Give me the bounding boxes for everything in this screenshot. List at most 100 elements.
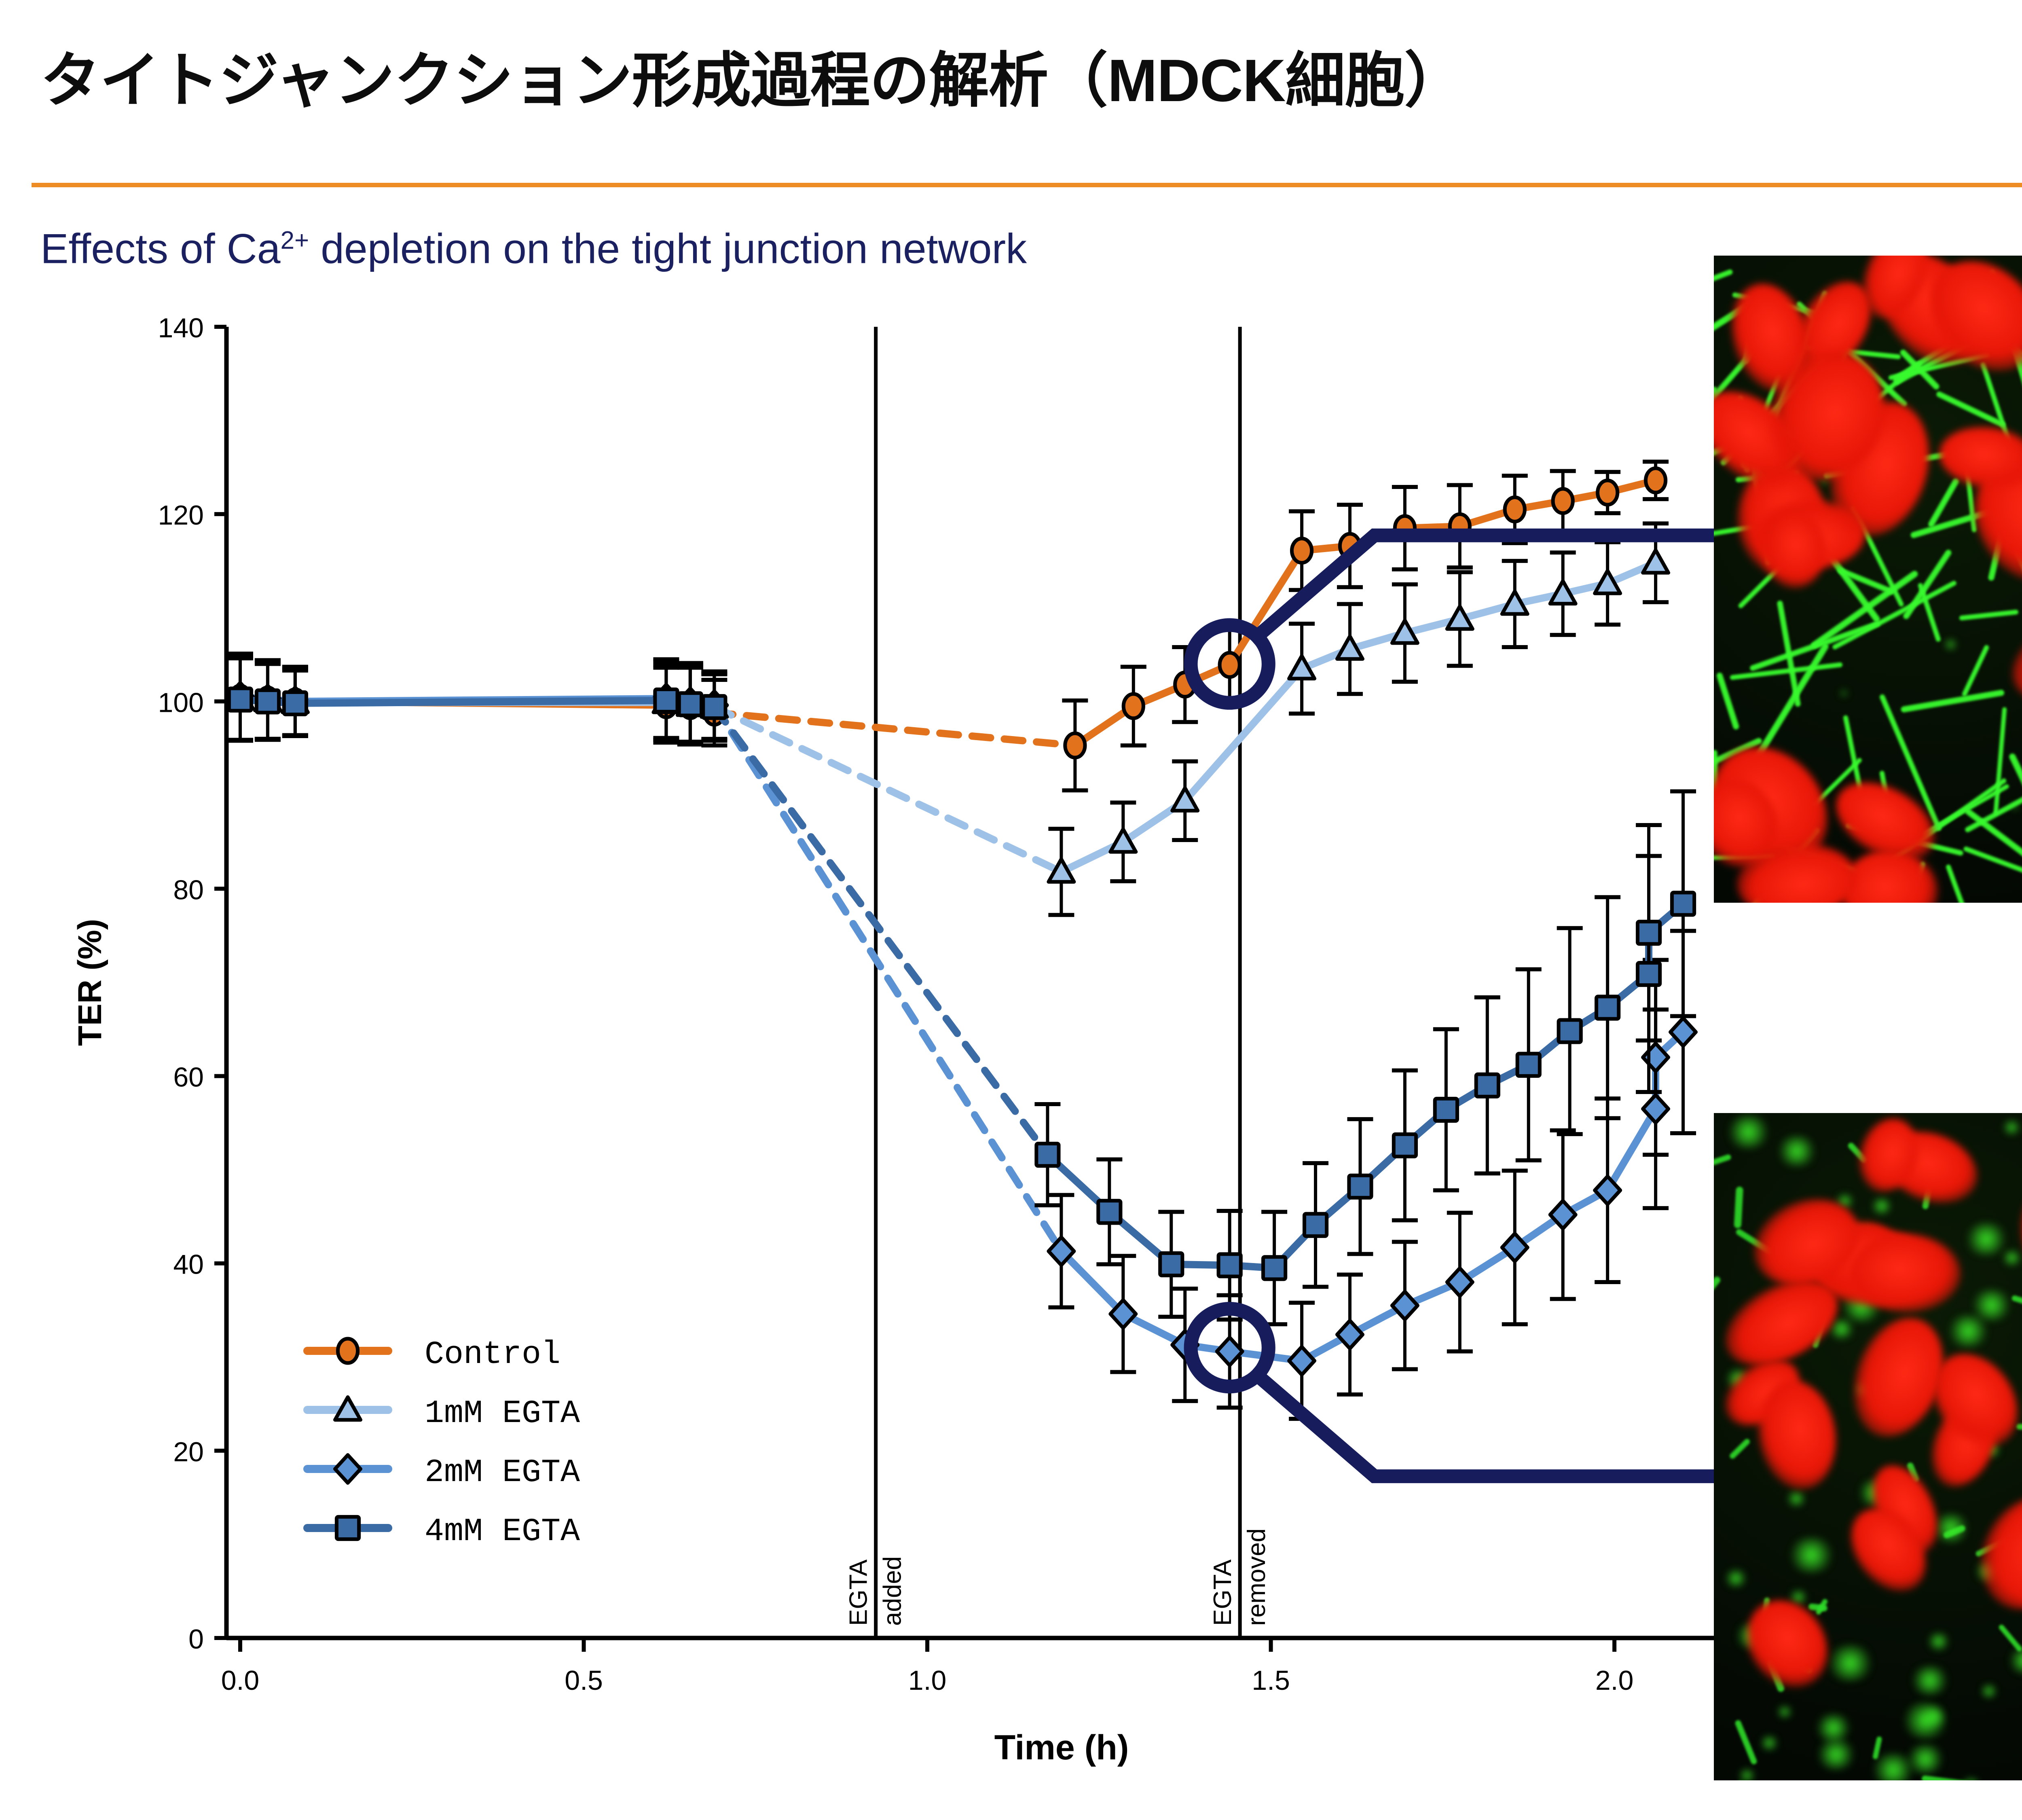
callout-circle-control — [1184, 618, 1275, 710]
y-tick-label: 40 — [173, 1249, 204, 1280]
y-tick-label: 60 — [173, 1062, 204, 1093]
data-point-marker — [254, 688, 281, 715]
junction-aggregate — [2006, 1648, 2022, 1674]
data-point-marker — [1433, 1096, 1459, 1123]
chart-legend: Control 1mM EGTA 2mM EGTA 4mM EGTA — [303, 1336, 580, 1550]
data-point-marker — [1445, 1266, 1474, 1298]
junction-aggregate — [1963, 1222, 2010, 1256]
junction-aggregate — [1960, 1778, 1982, 1780]
x-tick-label: 1.5 — [1252, 1665, 1290, 1696]
data-point-marker — [1121, 692, 1145, 720]
data-point-marker — [1392, 1132, 1418, 1159]
junction-strand — [1734, 1719, 1758, 1765]
junction-aggregate — [1788, 1590, 1808, 1604]
data-point-marker — [1551, 487, 1575, 515]
y-tick-label: 120 — [158, 500, 204, 531]
data-point-marker — [1047, 1235, 1076, 1267]
junction-strand — [2016, 818, 2022, 903]
x-tick-label: 2.0 — [1595, 1665, 1634, 1696]
x-axis-title: Time (h) — [994, 1728, 1129, 1767]
data-point-marker — [1287, 654, 1317, 681]
y-tick-label: 140 — [158, 313, 204, 343]
data-point-marker — [1096, 1199, 1123, 1225]
junction-strand — [1734, 1186, 1743, 1229]
subtitle-text-pre: Effects of Ca — [40, 225, 281, 273]
x-axis-ticks: 0.0 0.5 1.0 1.5 2.0 — [221, 1638, 1634, 1696]
data-point-marker — [1108, 1298, 1138, 1330]
junction-strand — [1921, 1775, 1969, 1780]
series-line-segment — [1058, 559, 1660, 876]
page-subtitle: Effects of Ca2+ depletion on the tight j… — [40, 218, 1658, 271]
data-point-marker — [1047, 857, 1076, 884]
junction-aggregate — [1840, 690, 1848, 696]
junction-aggregate — [1814, 1739, 1858, 1770]
junction-strand — [1729, 662, 1843, 680]
junction-aggregate — [1775, 1136, 1819, 1166]
series-2mm-egta — [236, 693, 1687, 1365]
data-point-marker — [1302, 1212, 1329, 1238]
data-point-marker — [1593, 569, 1622, 595]
y-tick-label: 100 — [158, 687, 204, 718]
subtitle-text-post: depletion on the tight junction network — [309, 225, 1027, 273]
series-4mm-egta — [236, 696, 1687, 1272]
junction-aggregate — [2010, 804, 2019, 810]
data-point-marker — [1287, 1345, 1317, 1377]
junction-strand — [1945, 863, 1976, 903]
data-point-marker — [1595, 995, 1621, 1021]
data-point-marker — [1635, 961, 1662, 987]
errorbars-triangle — [227, 521, 1669, 917]
data-point-marker — [333, 1395, 362, 1422]
junction-strand — [1961, 644, 1990, 697]
junction-aggregate — [1870, 1198, 1893, 1214]
junction-strand — [2016, 1423, 2022, 1431]
data-point-marker — [1548, 1199, 1578, 1231]
data-point-marker — [1635, 920, 1662, 946]
y-tick-label: 20 — [173, 1437, 204, 1467]
data-point-marker — [1034, 1141, 1061, 1168]
data-point-marker — [1474, 1072, 1500, 1098]
x-tick-label: 0.5 — [565, 1665, 603, 1696]
data-point-marker — [1557, 1018, 1583, 1044]
series-1mm-egta — [236, 559, 1660, 876]
data-point-marker — [1335, 634, 1364, 661]
callout-leader-line-bottom — [1247, 1365, 2022, 1484]
legend-label: 4mM EGTA — [425, 1513, 580, 1550]
data-point-marker — [1347, 1173, 1373, 1200]
junction-aggregate — [1908, 1666, 1951, 1695]
junction-aggregate — [1785, 1491, 1808, 1507]
chart-axes — [224, 327, 1739, 1640]
data-point-marker — [701, 694, 728, 720]
data-point-marker — [653, 687, 679, 714]
junction-aggregate — [2002, 1120, 2022, 1134]
data-point-marker — [1108, 827, 1138, 854]
data-point-marker — [1643, 466, 1668, 495]
junction-aggregate — [1776, 1706, 1794, 1718]
x-axis-label: Time (h) — [994, 1728, 1129, 1767]
data-point-marker — [1593, 1175, 1622, 1206]
page-title: タイトジャンクション形成過程の解析（MDCK細胞） — [40, 47, 1464, 114]
junction-aggregate — [1945, 1314, 1991, 1347]
junction-strand — [1715, 672, 1740, 730]
markers-triangle — [225, 548, 1671, 884]
junction-strand — [1714, 1275, 1722, 1312]
junction-aggregate — [1759, 1736, 1779, 1750]
y-axis-ticks: 0 20 40 60 80 100 120 140 — [158, 313, 226, 1655]
junction-aggregate — [2001, 1250, 2022, 1266]
title-divider — [32, 183, 2022, 187]
data-point-marker — [1158, 1251, 1184, 1278]
series-line-dashed — [711, 709, 1079, 749]
data-point-marker — [1335, 1318, 1364, 1350]
junction-strand — [1714, 1153, 1732, 1168]
data-point-marker — [1218, 651, 1242, 679]
series-line-dashed — [711, 703, 1051, 1159]
data-point-marker — [1261, 1255, 1288, 1281]
data-point-marker — [1215, 1335, 1244, 1367]
annotation-label-word1: EGTA — [1209, 1559, 1237, 1626]
y-tick-label: 80 — [173, 874, 204, 905]
data-point-marker — [1669, 1016, 1698, 1048]
x-tick-label: 1.0 — [908, 1665, 947, 1696]
callout-leader-line-top — [1247, 528, 2022, 646]
data-point-marker — [1500, 1232, 1529, 1263]
annotation-label-word2: added — [879, 1556, 907, 1626]
confocal-image-egta: 0 μm 25 — [1714, 1113, 2022, 1780]
